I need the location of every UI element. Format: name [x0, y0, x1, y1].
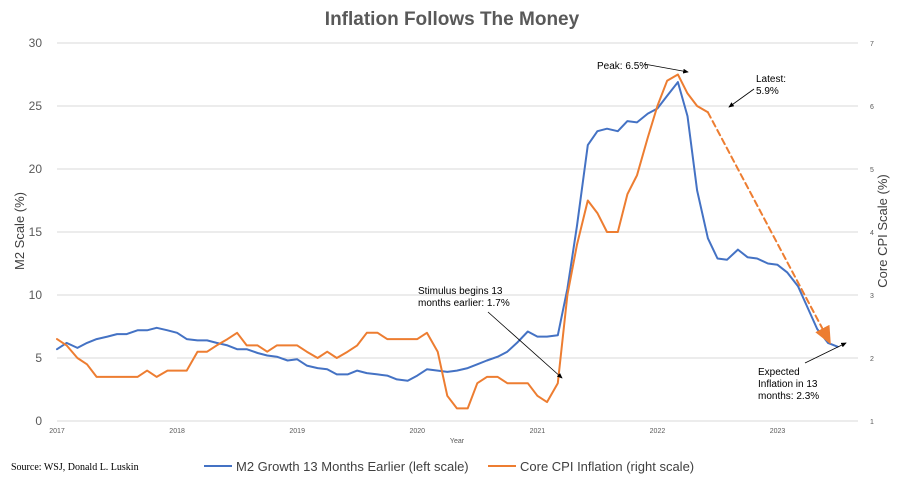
- annotation-latest-line-2: 5.9%: [756, 86, 779, 97]
- series-line-core-cpi: [56, 73, 709, 410]
- legend-label-m2: M2 Growth 13 Months Earlier (left scale): [236, 459, 469, 474]
- series-line-m2: [56, 81, 839, 382]
- y-right-tick-label: 7: [870, 41, 874, 48]
- chart-title: Inflation Follows The Money: [325, 9, 580, 30]
- legend-label-cpi: Core CPI Inflation (right scale): [520, 459, 694, 474]
- y-left-tick-label: 10: [29, 288, 43, 302]
- y-right-tick-label: 2: [870, 356, 874, 363]
- series-line-projection: [706, 111, 831, 345]
- x-tick-label: 2019: [289, 428, 305, 435]
- y-axis-right-title: Core CPI Scale (%): [875, 174, 890, 287]
- x-tick-label: 2023: [770, 428, 786, 435]
- annotation-expected-line-1: Expected: [758, 367, 800, 378]
- annotation-latest-line-1: Latest:: [756, 74, 786, 85]
- annotation-peak-arrow: [643, 63, 689, 74]
- annotation-expected-arrow: [804, 342, 847, 364]
- annotation-peak-text: Peak: 6.5%: [597, 61, 648, 72]
- legend: M2 Growth 13 Months Earlier (left scale)…: [204, 459, 694, 474]
- annotation-expected-line-2: Inflation in 13: [758, 379, 818, 390]
- y-right-tick-label: 4: [870, 230, 874, 237]
- annotation-latest-arrow: [728, 88, 755, 108]
- y-right-tick-label: 1: [870, 419, 874, 426]
- annotation-stimulus-line-1: Stimulus begins 13: [418, 286, 503, 297]
- y-right-tick-label: 3: [870, 293, 874, 300]
- x-tick-label: 2017: [49, 428, 65, 435]
- y-left-tick-label: 0: [35, 414, 42, 428]
- x-tick-label: 2021: [530, 428, 546, 435]
- x-tick-label: 2020: [409, 428, 425, 435]
- x-axis-title: Year: [450, 438, 465, 445]
- annotation-latest: Latest: 5.9%: [728, 74, 786, 108]
- y-left-tick-label: 20: [29, 162, 43, 176]
- y-left-tick-label: 5: [35, 351, 42, 365]
- annotation-stimulus: Stimulus begins 13 months earlier: 1.7%: [418, 286, 563, 379]
- tick-labels: 0 5 10 15 20 25 30 1 2 3 4 5 6 7 2017 2018 2019 2020 2021 2…: [29, 36, 874, 435]
- source-note: Source: WSJ, Donald L. Luskin: [11, 462, 139, 473]
- y-left-tick-label: 25: [29, 99, 43, 113]
- x-tick-label: 2018: [169, 428, 185, 435]
- y-left-tick-label: 15: [29, 225, 43, 239]
- annotation-stimulus-line-2: months earlier: 1.7%: [418, 298, 510, 309]
- x-tick-label: 2022: [650, 428, 666, 435]
- annotation-peak: Peak: 6.5%: [597, 61, 689, 74]
- y-right-tick-label: 6: [870, 104, 874, 111]
- y-right-tick-label: 5: [870, 167, 874, 174]
- y-left-tick-label: 30: [29, 36, 43, 50]
- gridlines: [57, 42, 858, 422]
- series-layer: [56, 73, 839, 410]
- annotation-stimulus-arrow: [487, 311, 563, 379]
- y-axis-left-title: M2 Scale (%): [12, 192, 27, 270]
- annotation-expected: Expected Inflation in 13 months: 2.3%: [758, 342, 847, 402]
- annotation-expected-line-3: months: 2.3%: [758, 391, 819, 402]
